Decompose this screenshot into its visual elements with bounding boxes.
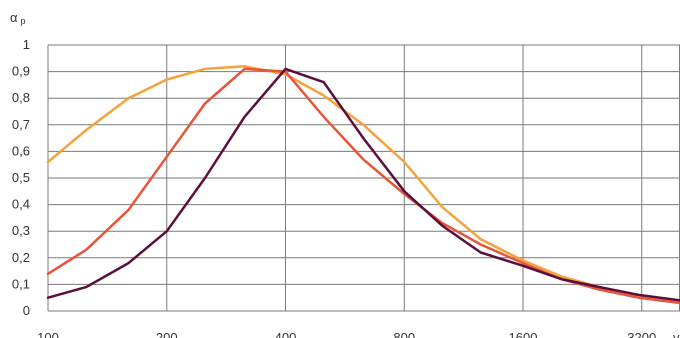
x-tick-label: 100 (37, 330, 59, 338)
y-tick-label: 0,6 (12, 143, 30, 158)
y-tick-label: 0,3 (12, 223, 30, 238)
y-tick-label: 0,9 (12, 64, 30, 79)
series-line-1 (46, 65, 680, 302)
y-tick-label: 0,4 (12, 197, 30, 212)
series-line-3 (46, 67, 680, 302)
x-tick-label: 400 (275, 330, 297, 338)
x-tick-label: 1600 (509, 330, 538, 338)
y-tick-label: 1 (23, 37, 30, 52)
y-tick-label: 0,8 (12, 90, 30, 105)
y-tick-label: 0,5 (12, 170, 30, 185)
x-tick-label: 800 (393, 330, 415, 338)
x-axis-label-partial: v (673, 330, 680, 338)
y-tick-label: 0,2 (12, 250, 30, 265)
y-tick-label: 0,7 (12, 117, 30, 132)
x-tick-label: 3200 (627, 330, 656, 338)
series-line-2 (46, 67, 680, 305)
series-group (46, 65, 680, 305)
y-tick-label: 0,1 (12, 276, 30, 291)
y-tick-label: 0 (23, 303, 30, 318)
x-tick-label: 200 (156, 330, 178, 338)
grid (47, 44, 680, 312)
